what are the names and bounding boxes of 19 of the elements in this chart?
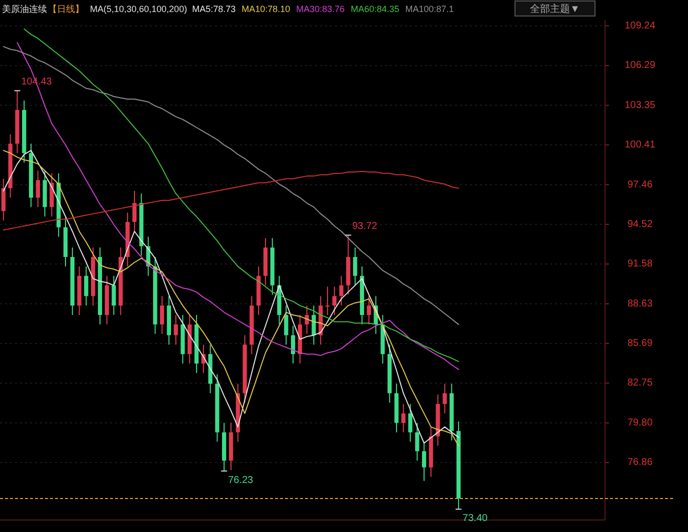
y-tick-label: 106.29: [624, 60, 656, 72]
annotation: 76.23: [228, 475, 254, 486]
annotation: 93.72: [352, 221, 378, 232]
y-tick-label: 76.86: [627, 457, 653, 468]
y-tick-label: 103.35: [624, 100, 656, 111]
chart-title: 美原油连续: [2, 4, 47, 14]
y-tick-label: 82.75: [627, 378, 653, 389]
text: 73.40: [462, 513, 488, 524]
button: 全部主题▼: [514, 0, 596, 16]
y-tick-label: 109.24: [624, 20, 656, 32]
y-tick-label: 85.69: [627, 338, 653, 350]
chart-subtitle: 【日线】: [48, 4, 84, 14]
y-tick-label: 91.58: [627, 258, 653, 270]
y-tick-label: 94.52: [627, 218, 653, 230]
y-tick-label: 100.41: [624, 140, 656, 151]
y-tick-label: 97.46: [627, 179, 653, 190]
legend: MA(5,10,30,60,100,200) MA5:78.73 MA10:78.10 MA30:83.76 MA60:84.35 MA100:87.1: [90, 4, 454, 14]
y-tick-label: 79.80: [627, 418, 653, 429]
y-tick-label: 88.63: [627, 298, 653, 310]
